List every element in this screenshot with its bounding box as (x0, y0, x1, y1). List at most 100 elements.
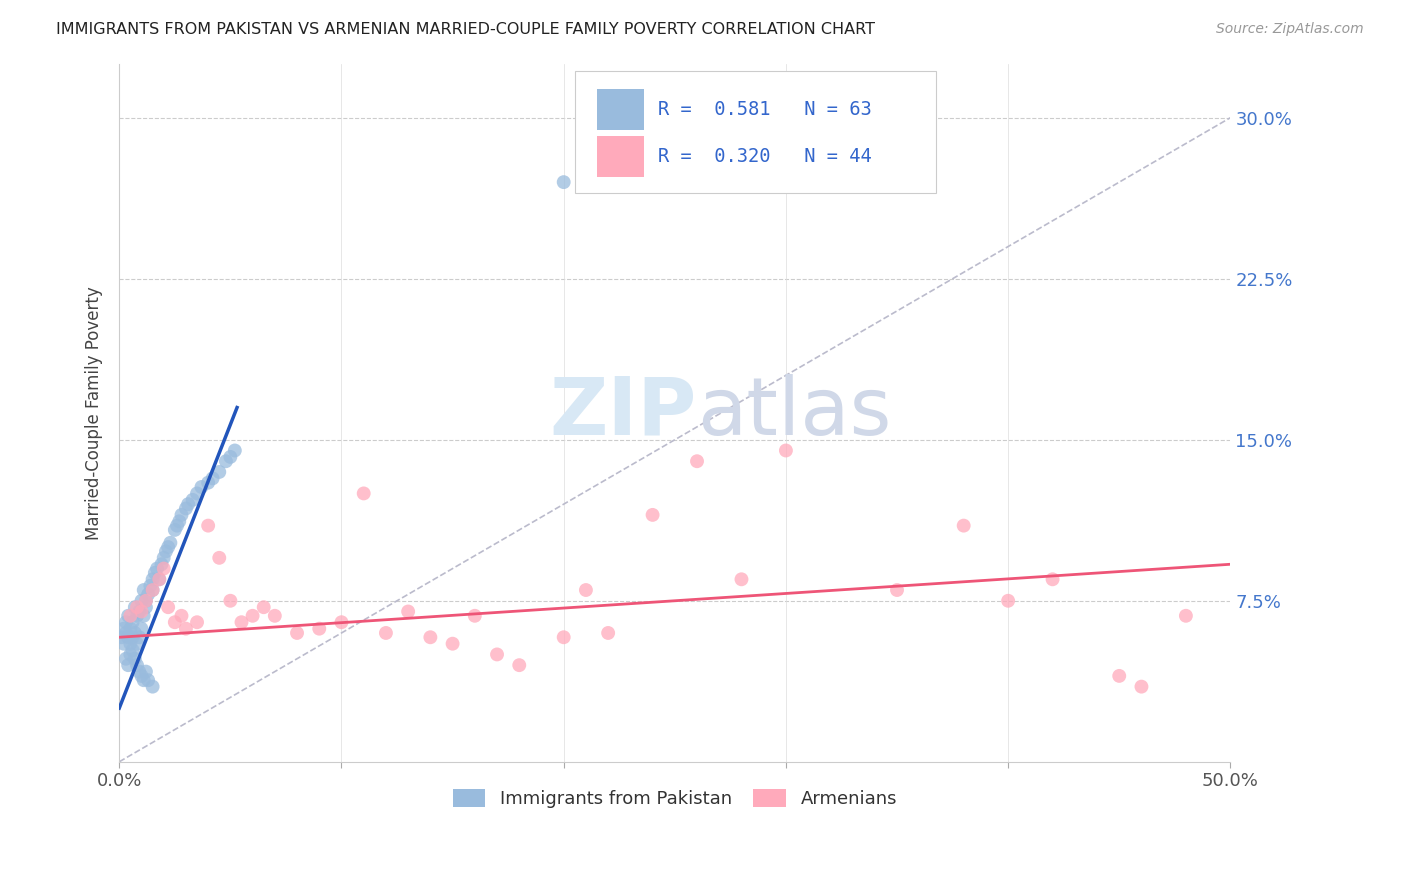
Point (775, 443, 797, 458)
Point (169, 514, 191, 528)
Point (125, 600, 148, 615)
Point (132, 673, 155, 688)
Point (598, 626, 620, 640)
Point (253, 600, 276, 615)
Point (121, 643, 143, 657)
Point (1108, 669, 1130, 683)
Point (174, 501, 197, 516)
Point (181, 492, 204, 507)
Point (120, 622, 142, 636)
Point (117, 630, 139, 644)
Point (641, 508, 664, 522)
Text: R =  0.320   N = 44: R = 0.320 N = 44 (658, 147, 872, 166)
FancyBboxPatch shape (598, 89, 644, 130)
Point (131, 622, 153, 636)
Point (128, 605, 150, 619)
Point (135, 593, 157, 607)
Point (201, 471, 224, 485)
Point (143, 566, 166, 580)
Point (997, 593, 1019, 607)
Point (575, 582, 598, 597)
Point (112, 622, 135, 636)
Point (120, 648, 142, 662)
Point (135, 665, 157, 679)
Point (121, 615, 143, 630)
Point (224, 443, 246, 458)
Point (132, 582, 155, 597)
Point (1130, 680, 1153, 694)
Point (157, 600, 180, 615)
Point (686, 454, 709, 468)
FancyBboxPatch shape (598, 136, 644, 178)
Point (166, 518, 188, 533)
Point (170, 608, 193, 623)
Point (553, 630, 575, 644)
Point (163, 523, 186, 537)
Text: Source: ZipAtlas.com: Source: ZipAtlas.com (1216, 22, 1364, 37)
Point (1042, 572, 1064, 586)
Point (110, 630, 132, 644)
Point (120, 608, 142, 623)
Point (142, 582, 165, 597)
Point (197, 475, 219, 490)
Point (142, 572, 165, 586)
Point (124, 651, 146, 665)
Point (219, 450, 242, 464)
Point (146, 561, 169, 575)
Point (150, 558, 173, 572)
Point (120, 637, 142, 651)
Point (163, 615, 186, 630)
Point (177, 497, 200, 511)
Point (419, 630, 441, 644)
Point (128, 630, 150, 644)
Point (730, 572, 752, 586)
Point (136, 587, 159, 601)
Point (197, 518, 219, 533)
Point (1174, 608, 1197, 623)
Text: ZIP: ZIP (550, 374, 697, 452)
Y-axis label: Married-Couple Family Poverty: Married-Couple Family Poverty (86, 286, 103, 540)
Point (553, 175, 575, 189)
Point (125, 637, 148, 651)
Point (508, 658, 530, 673)
Point (170, 508, 193, 522)
Point (330, 615, 353, 630)
Text: atlas: atlas (697, 374, 891, 452)
Point (396, 605, 419, 619)
Point (208, 550, 231, 565)
Legend: Immigrants from Pakistan, Armenians: Immigrants from Pakistan, Armenians (446, 781, 904, 815)
Text: IMMIGRANTS FROM PAKISTAN VS ARMENIAN MARRIED-COUPLE FAMILY POVERTY CORRELATION C: IMMIGRANTS FROM PAKISTAN VS ARMENIAN MAR… (56, 22, 876, 37)
Point (112, 637, 135, 651)
Point (353, 486, 375, 500)
Point (186, 486, 208, 500)
FancyBboxPatch shape (575, 71, 936, 194)
Point (135, 593, 157, 607)
Text: R =  0.581   N = 63: R = 0.581 N = 63 (658, 100, 872, 120)
Point (125, 608, 148, 623)
Point (142, 680, 165, 694)
Point (131, 605, 153, 619)
Point (132, 608, 155, 623)
Point (155, 544, 177, 558)
Point (186, 615, 208, 630)
Point (152, 561, 174, 575)
Point (242, 608, 264, 623)
Point (131, 593, 153, 607)
Point (215, 454, 238, 468)
Point (886, 582, 908, 597)
Point (231, 615, 253, 630)
Point (441, 637, 464, 651)
Point (124, 626, 146, 640)
Point (208, 465, 231, 479)
Point (115, 615, 138, 630)
Point (142, 582, 165, 597)
Point (148, 572, 170, 586)
Point (219, 593, 242, 607)
Point (121, 630, 143, 644)
Point (263, 608, 285, 623)
Point (128, 665, 150, 679)
Point (115, 626, 138, 640)
Point (117, 658, 139, 673)
Point (157, 540, 180, 554)
Point (131, 669, 153, 683)
